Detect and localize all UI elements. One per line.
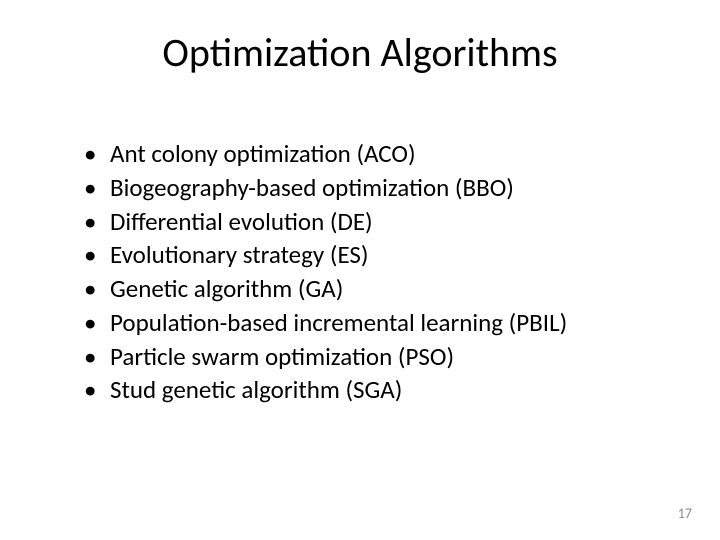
list-item: Stud genetic algorithm (SGA) — [84, 373, 660, 407]
list-item: Ant colony optimization (ACO) — [84, 137, 660, 171]
list-item: Particle swarm optimization (PSO) — [84, 340, 660, 374]
list-item: Evolutionary strategy (ES) — [84, 238, 660, 272]
slide-container: Optimization Algorithms Ant colony optim… — [0, 0, 720, 540]
bullet-list: Ant colony optimization (ACO) Biogeograp… — [60, 137, 660, 407]
list-item: Biogeography-based optimization (BBO) — [84, 171, 660, 205]
slide-title: Optimization Algorithms — [60, 28, 660, 77]
list-item: Differential evolution (DE) — [84, 205, 660, 239]
list-item: Genetic algorithm (GA) — [84, 272, 660, 306]
list-item: Population-based incremental learning (P… — [84, 306, 660, 340]
page-number: 17 — [678, 505, 692, 522]
